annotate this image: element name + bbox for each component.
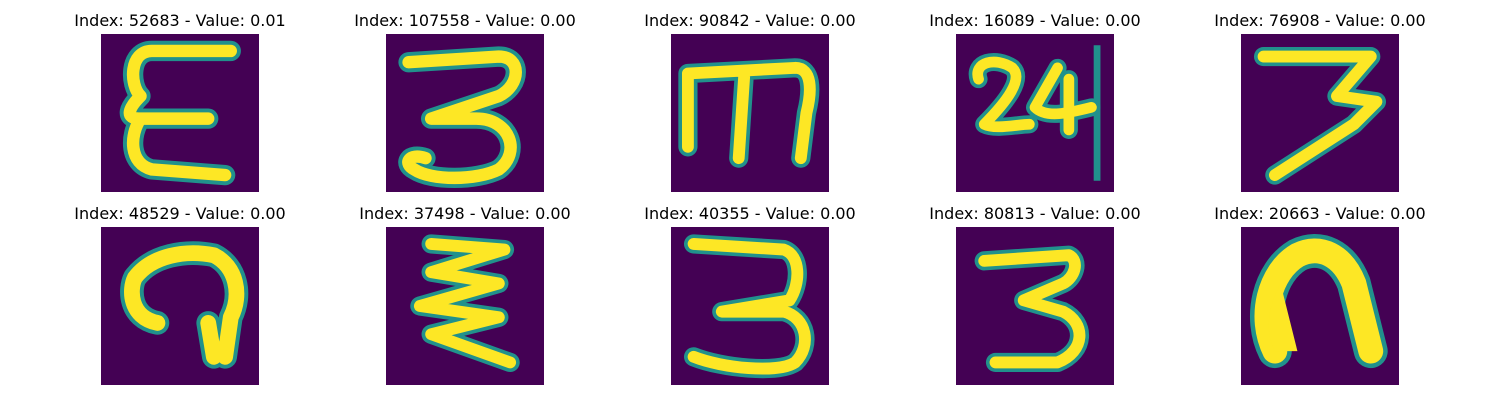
image-panel-8: Index: 40355 - Value: 0.00 xyxy=(605,193,895,385)
digit-image xyxy=(956,227,1114,385)
image-panel-5: Index: 76908 - Value: 0.00 xyxy=(1175,0,1465,192)
digit-3-glyph xyxy=(671,227,829,385)
image-panel-6: Index: 48529 - Value: 0.00 xyxy=(35,193,325,385)
digit-image xyxy=(386,34,544,192)
digit-image xyxy=(956,34,1114,192)
panel-title: Index: 16089 - Value: 0.00 xyxy=(929,11,1141,30)
digit-image xyxy=(671,227,829,385)
digit-image xyxy=(101,227,259,385)
digit-image xyxy=(1241,227,1399,385)
panel-title: Index: 20663 - Value: 0.00 xyxy=(1214,204,1426,223)
digit-3-rotated-glyph xyxy=(101,227,259,385)
blob-rotated-glyph xyxy=(1241,227,1399,385)
digit-3-glyph xyxy=(956,227,1114,385)
digit-image xyxy=(101,34,259,192)
image-panel-2: Index: 107558 - Value: 0.00 xyxy=(320,0,610,192)
image-panel-4: Index: 16089 - Value: 0.00 xyxy=(890,0,1180,192)
panel-title: Index: 80813 - Value: 0.00 xyxy=(929,204,1141,223)
image-panel-7: Index: 37498 - Value: 0.00 xyxy=(320,193,610,385)
digit-3-glyph xyxy=(386,34,544,192)
image-panel-9: Index: 80813 - Value: 0.00 xyxy=(890,193,1180,385)
digits-24-glyph xyxy=(956,34,1114,192)
digit-image xyxy=(671,34,829,192)
panel-title: Index: 107558 - Value: 0.00 xyxy=(354,11,576,30)
panel-title: Index: 76908 - Value: 0.00 xyxy=(1214,11,1426,30)
image-panel-1: Index: 52683 - Value: 0.01 xyxy=(35,0,325,192)
panel-title: Index: 40355 - Value: 0.00 xyxy=(644,204,856,223)
image-panel-3: Index: 90842 - Value: 0.00 xyxy=(605,0,895,192)
digit-image xyxy=(386,227,544,385)
image-panel-10: Index: 20663 - Value: 0.00 xyxy=(1175,193,1465,385)
panel-title: Index: 37498 - Value: 0.00 xyxy=(359,204,571,223)
panel-title: Index: 90842 - Value: 0.00 xyxy=(644,11,856,30)
digit-3-rotated-glyph xyxy=(386,227,544,385)
panel-title: Index: 48529 - Value: 0.00 xyxy=(74,204,286,223)
digit-3-slanted-glyph xyxy=(1241,34,1399,192)
digit-3-rotated-glyph xyxy=(671,34,829,192)
panel-title: Index: 52683 - Value: 0.01 xyxy=(74,11,286,30)
digit-image xyxy=(1241,34,1399,192)
digit-3-mirrored-glyph xyxy=(101,34,259,192)
